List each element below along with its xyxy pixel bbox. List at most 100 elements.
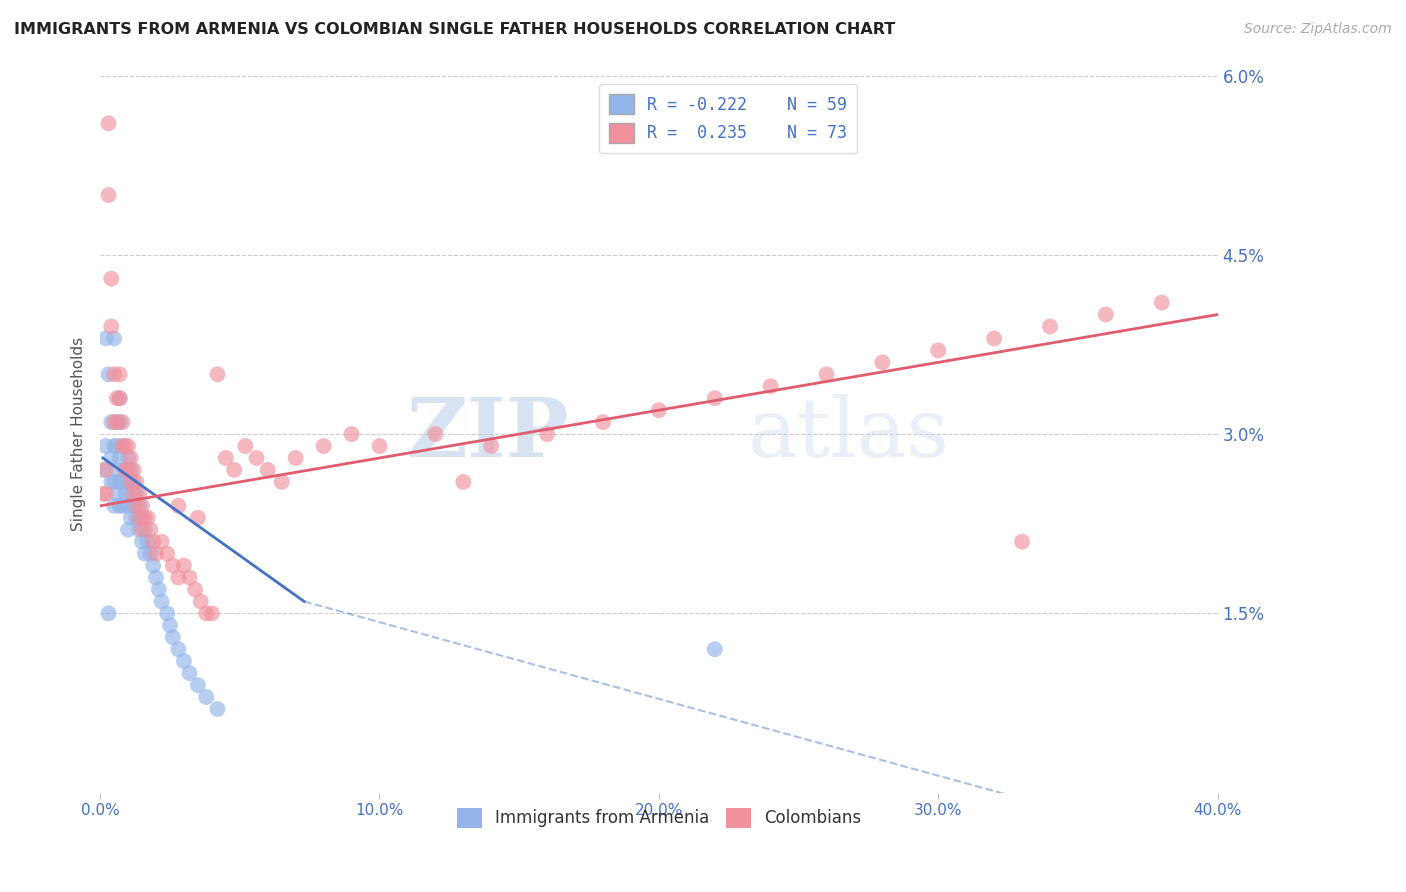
Point <box>117 450 139 465</box>
Point <box>207 368 229 382</box>
Point <box>195 690 218 704</box>
Y-axis label: Single Father Households: Single Father Households <box>72 337 86 531</box>
Point <box>179 666 201 681</box>
Point <box>100 319 122 334</box>
Point <box>139 523 162 537</box>
Text: Source: ZipAtlas.com: Source: ZipAtlas.com <box>1244 22 1392 37</box>
Point <box>245 450 267 465</box>
Point <box>94 463 117 477</box>
Point <box>122 463 145 477</box>
Point <box>1039 319 1062 334</box>
Point <box>173 654 195 668</box>
Point <box>111 415 134 429</box>
Point <box>184 582 207 597</box>
Point <box>94 487 117 501</box>
Point <box>215 450 238 465</box>
Point <box>103 368 125 382</box>
Point <box>108 391 131 405</box>
Point <box>131 534 153 549</box>
Point <box>142 534 165 549</box>
Point <box>150 594 173 608</box>
Point <box>120 450 142 465</box>
Point <box>120 463 142 477</box>
Point <box>128 510 150 524</box>
Point <box>111 499 134 513</box>
Point <box>195 607 218 621</box>
Point <box>114 439 136 453</box>
Point <box>120 487 142 501</box>
Point <box>128 499 150 513</box>
Point <box>125 475 148 489</box>
Point <box>114 463 136 477</box>
Point <box>105 391 128 405</box>
Point <box>100 271 122 285</box>
Point <box>117 475 139 489</box>
Point <box>136 510 159 524</box>
Point <box>134 523 156 537</box>
Point <box>131 523 153 537</box>
Point <box>97 607 120 621</box>
Point <box>156 547 179 561</box>
Point <box>108 415 131 429</box>
Point <box>105 487 128 501</box>
Point <box>103 415 125 429</box>
Point <box>105 415 128 429</box>
Point <box>145 570 167 584</box>
Point <box>125 499 148 513</box>
Point <box>136 534 159 549</box>
Point <box>108 475 131 489</box>
Point <box>103 499 125 513</box>
Point <box>235 439 257 453</box>
Point <box>703 642 725 657</box>
Point <box>207 702 229 716</box>
Point <box>91 463 114 477</box>
Point <box>312 439 335 453</box>
Text: IMMIGRANTS FROM ARMENIA VS COLOMBIAN SINGLE FATHER HOUSEHOLDS CORRELATION CHART: IMMIGRANTS FROM ARMENIA VS COLOMBIAN SIN… <box>14 22 896 37</box>
Point <box>179 570 201 584</box>
Point <box>270 475 292 489</box>
Point <box>103 331 125 345</box>
Point <box>167 570 190 584</box>
Point <box>100 475 122 489</box>
Point <box>167 642 190 657</box>
Point <box>120 510 142 524</box>
Point <box>108 450 131 465</box>
Point <box>111 439 134 453</box>
Point <box>120 475 142 489</box>
Text: ZIP: ZIP <box>406 394 569 474</box>
Point <box>134 510 156 524</box>
Point <box>117 499 139 513</box>
Point <box>190 594 212 608</box>
Point <box>117 439 139 453</box>
Point <box>94 331 117 345</box>
Point <box>592 415 614 429</box>
Point <box>139 547 162 561</box>
Point <box>425 427 447 442</box>
Point <box>1150 295 1173 310</box>
Point <box>97 116 120 130</box>
Point <box>256 463 278 477</box>
Point <box>125 487 148 501</box>
Point <box>1095 308 1118 322</box>
Point <box>111 439 134 453</box>
Point <box>97 188 120 202</box>
Point <box>187 510 209 524</box>
Point <box>117 463 139 477</box>
Point <box>131 510 153 524</box>
Point <box>187 678 209 692</box>
Point <box>479 439 502 453</box>
Point <box>148 582 170 597</box>
Point <box>142 558 165 573</box>
Point <box>105 463 128 477</box>
Point <box>111 475 134 489</box>
Point <box>156 607 179 621</box>
Text: atlas: atlas <box>748 394 950 474</box>
Point <box>100 450 122 465</box>
Point <box>1011 534 1033 549</box>
Point <box>224 463 246 477</box>
Point <box>201 607 224 621</box>
Legend: Immigrants from Armenia, Colombians: Immigrants from Armenia, Colombians <box>450 801 868 835</box>
Point <box>703 391 725 405</box>
Point <box>122 499 145 513</box>
Point <box>150 534 173 549</box>
